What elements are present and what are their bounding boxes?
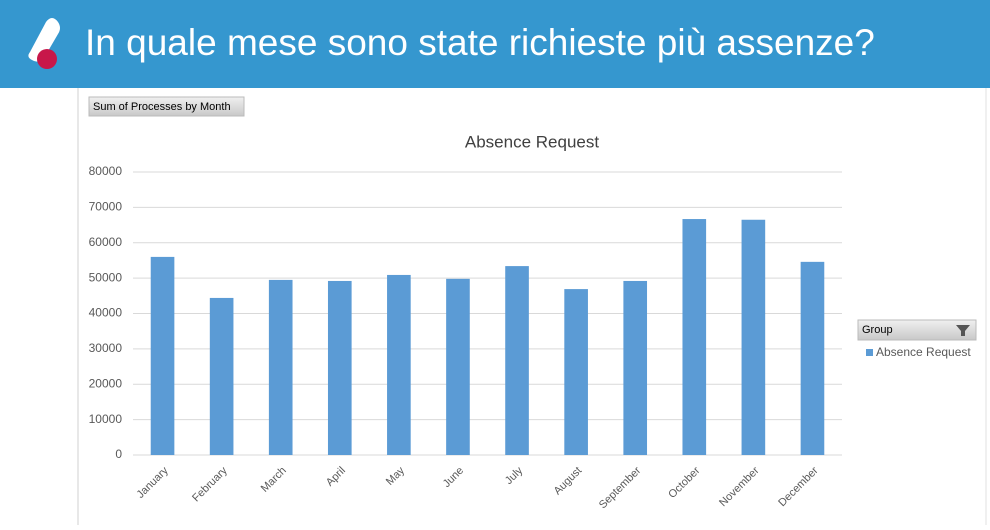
x-tick-label: December (776, 464, 821, 509)
legend-label: Absence Request (876, 345, 971, 359)
chart-title: Absence Request (465, 132, 599, 151)
bar (505, 266, 529, 455)
bar (150, 256, 175, 455)
y-tick-label: 20000 (89, 376, 123, 390)
bar (564, 289, 588, 455)
x-tick-label: July (503, 464, 526, 487)
x-tick-label: May (384, 464, 408, 488)
bar (327, 280, 352, 455)
y-tick-label: 40000 (89, 306, 123, 320)
y-tick-label: 30000 (89, 341, 123, 355)
bar (800, 261, 825, 455)
header-band (0, 0, 990, 88)
x-tick-label: January (135, 464, 172, 501)
x-tick-label: October (666, 464, 702, 500)
y-tick-label: 0 (115, 447, 122, 461)
bar (741, 219, 766, 455)
x-tick-label: February (190, 464, 230, 504)
bar (682, 219, 707, 455)
x-tick-label: September (597, 464, 644, 511)
y-tick-label: 80000 (89, 164, 123, 178)
y-tick-label: 70000 (89, 200, 123, 214)
logo (28, 18, 60, 69)
bar (209, 297, 234, 455)
page-title: In quale mese sono state richieste più a… (85, 22, 875, 63)
field-button-label: Sum of Processes by Month (93, 101, 231, 113)
y-tick-label: 50000 (89, 270, 123, 284)
y-tick-label: 10000 (89, 412, 123, 426)
filter-icon (956, 325, 970, 336)
x-tick-label: June (441, 465, 466, 490)
legend-swatch (866, 349, 873, 356)
bar (387, 274, 411, 455)
bar (623, 280, 648, 455)
x-tick-label: April (324, 465, 348, 489)
x-tick-label: November (717, 464, 762, 509)
bar (268, 279, 293, 455)
x-tick-label: March (259, 465, 289, 495)
bar (446, 278, 470, 455)
y-tick-label: 60000 (89, 235, 123, 249)
legend-filter-button[interactable] (857, 319, 977, 341)
legend-title: Group (862, 324, 893, 336)
x-tick-label: August (552, 465, 585, 498)
field-button[interactable] (88, 96, 245, 117)
